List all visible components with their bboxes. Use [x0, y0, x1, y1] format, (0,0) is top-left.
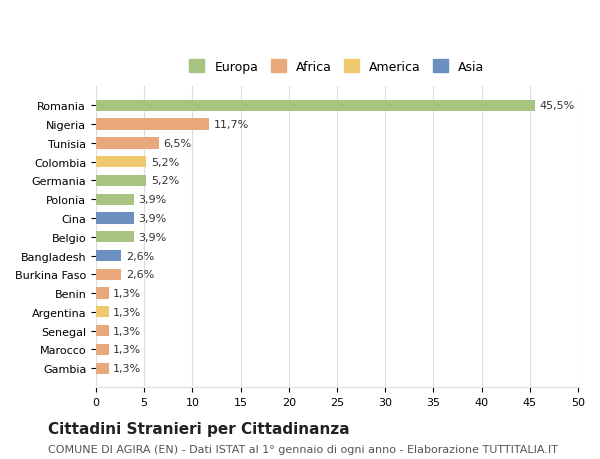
Bar [96, 175, 146, 187]
Text: 6,5%: 6,5% [163, 139, 191, 149]
Bar [96, 269, 121, 280]
Bar [96, 101, 535, 112]
Text: 5,2%: 5,2% [151, 157, 179, 167]
Bar [96, 157, 146, 168]
Bar [96, 307, 109, 318]
Bar [96, 344, 109, 355]
Text: 1,3%: 1,3% [113, 307, 142, 317]
Bar [96, 288, 109, 299]
Text: 1,3%: 1,3% [113, 364, 142, 373]
Text: 1,3%: 1,3% [113, 326, 142, 336]
Bar [96, 363, 109, 374]
Text: 5,2%: 5,2% [151, 176, 179, 186]
Bar [96, 119, 209, 130]
Text: 3,9%: 3,9% [139, 213, 167, 224]
Text: 45,5%: 45,5% [539, 101, 575, 111]
Bar [96, 325, 109, 336]
Text: 2,6%: 2,6% [126, 251, 154, 261]
Text: 3,9%: 3,9% [139, 232, 167, 242]
Text: 1,3%: 1,3% [113, 288, 142, 298]
Bar [96, 232, 134, 243]
Text: 2,6%: 2,6% [126, 270, 154, 280]
Bar [96, 250, 121, 262]
Text: COMUNE DI AGIRA (EN) - Dati ISTAT al 1° gennaio di ogni anno - Elaborazione TUTT: COMUNE DI AGIRA (EN) - Dati ISTAT al 1° … [48, 444, 558, 454]
Legend: Europa, Africa, America, Asia: Europa, Africa, America, Asia [183, 54, 491, 80]
Text: 11,7%: 11,7% [214, 120, 249, 130]
Text: Cittadini Stranieri per Cittadinanza: Cittadini Stranieri per Cittadinanza [48, 421, 350, 436]
Bar [96, 194, 134, 205]
Bar [96, 138, 158, 149]
Text: 1,3%: 1,3% [113, 345, 142, 355]
Bar [96, 213, 134, 224]
Text: 3,9%: 3,9% [139, 195, 167, 205]
